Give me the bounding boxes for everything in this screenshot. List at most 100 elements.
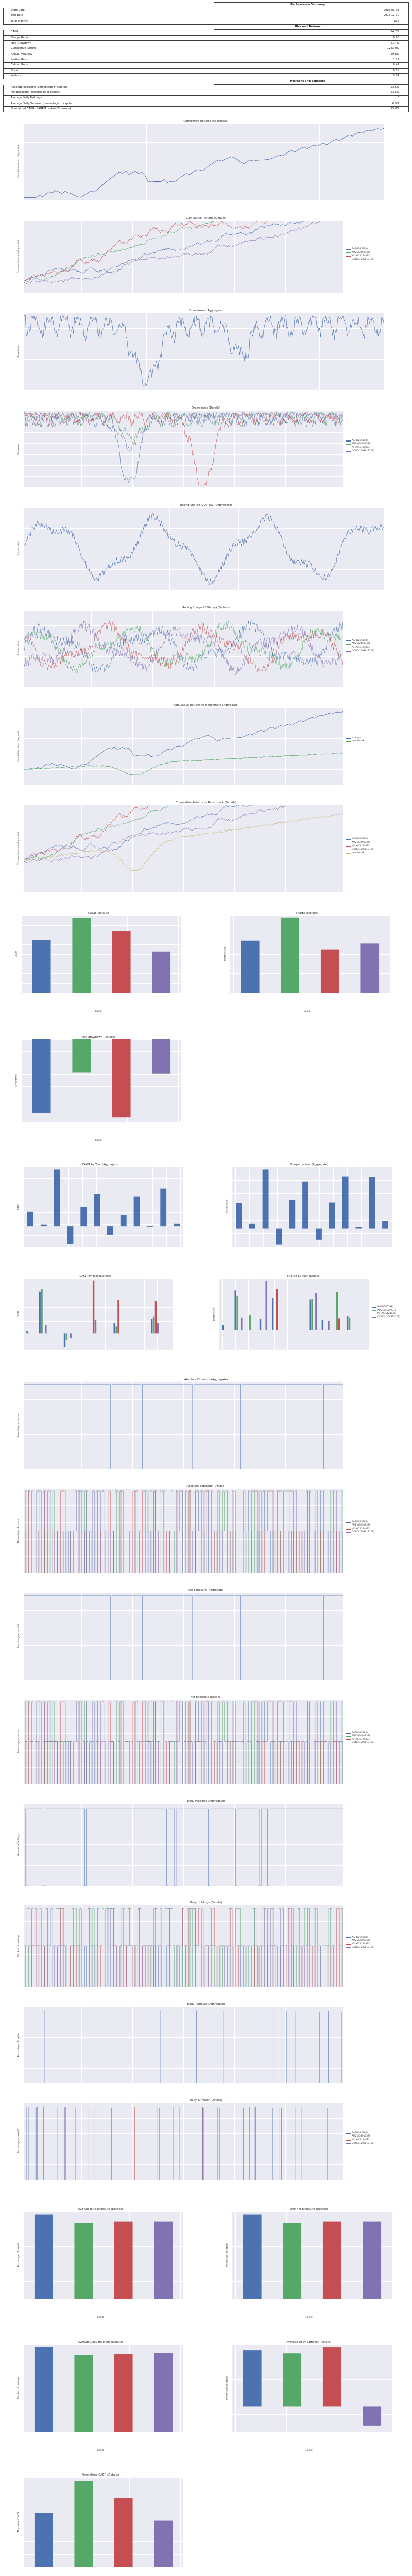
- legend-label: GOOGL(208813719): [352, 449, 374, 452]
- gridline-horizontal: [24, 2211, 183, 2212]
- bar: [281, 2107, 282, 2180]
- legend-item[interactable]: NFLX(15124833): [346, 1738, 374, 1742]
- legend-item[interactable]: benchmark: [346, 740, 364, 743]
- gridline-horizontal: [24, 1278, 173, 1279]
- legend-item[interactable]: AMZN(3691937): [346, 251, 374, 255]
- legend-label: GOOGL(208813719): [352, 258, 374, 261]
- gridline-horizontal: [24, 2554, 183, 2555]
- bar: [133, 1196, 140, 1226]
- section-positions-exposure: Positions and Exposure: [3, 78, 409, 85]
- table-row: Max Drawdown -51.7%: [3, 40, 409, 47]
- chart-avg-abs-exposure-det: Avg Absolute Exposure (Details)25%20%15%…: [10, 2208, 191, 2319]
- gridline-vertical: [81, 1488, 82, 1573]
- row-label: Kurtosis: [3, 73, 215, 79]
- legend-item[interactable]: benchmark: [346, 852, 374, 855]
- legend-item[interactable]: GOOGL(208813719): [346, 1946, 374, 1950]
- legend-item[interactable]: AAPL(265598): [346, 2132, 374, 2136]
- data-series-line: [24, 1908, 343, 1987]
- legend-item[interactable]: NFLX(15124833): [346, 646, 374, 650]
- gridline-horizontal: [232, 1180, 392, 1181]
- legend-item[interactable]: NFLX(15124833): [372, 1312, 400, 1316]
- bar: [283, 2353, 302, 2407]
- legend-item[interactable]: GOOGL(208813719): [346, 650, 374, 653]
- bar: [173, 2106, 174, 2180]
- gridline-vertical: [274, 1278, 275, 1350]
- legend-item[interactable]: AMZN(3691937): [346, 642, 374, 646]
- legend-item[interactable]: NFLX(15124833): [346, 1528, 374, 1531]
- bar: [322, 2347, 341, 2407]
- gridline-vertical: [183, 804, 184, 892]
- legend-item[interactable]: AAPL(265598): [346, 639, 374, 643]
- legend-swatch: [372, 1317, 376, 1318]
- gridline-vertical: [105, 1278, 106, 1350]
- plot-area: 1.00.80.60.40.20.02005200720092011201320…: [24, 1904, 343, 1987]
- legend-item[interactable]: GOOGL(208813719): [346, 2142, 374, 2146]
- bar: [80, 1206, 87, 1226]
- chart-row-maxdd-details: Max drawdown (Details)0%-5%-10%-15%-20%-…: [0, 1021, 412, 1150]
- legend-item[interactable]: AMZN(3691937): [346, 443, 374, 446]
- chart-title: Rolling Sharpe (200-day) (Details): [182, 606, 230, 609]
- gridline-horizontal: [22, 973, 181, 974]
- y-axis-label: Cumulative return (log scale): [17, 145, 20, 178]
- chart-canvas: [26, 1280, 159, 1347]
- bar: [222, 1324, 224, 1330]
- row-value: 137: [214, 18, 409, 25]
- gridline-vertical: [146, 123, 147, 200]
- gridline-vertical: [132, 220, 133, 293]
- legend-item[interactable]: AMZN(3691937): [346, 1939, 374, 1943]
- gridline-vertical: [81, 220, 82, 293]
- legend-item[interactable]: AAPL(265598): [346, 1732, 374, 1735]
- legend-item[interactable]: AAPL(265598): [346, 1521, 374, 1524]
- legend-item[interactable]: GOOGL(208813719): [346, 1531, 374, 1534]
- legend-item[interactable]: AAPL(265598): [346, 248, 374, 251]
- legend-item[interactable]: AMZN(3691937): [346, 841, 374, 845]
- legend-item[interactable]: NFLX(15124833): [346, 845, 374, 849]
- legend-item[interactable]: AAPL(265598): [346, 838, 374, 841]
- axis-spacer: [10, 200, 402, 208]
- legend-item[interactable]: AAPL(265598): [346, 439, 374, 443]
- gridline-vertical: [285, 707, 286, 785]
- legend-item[interactable]: GOOGL(208813719): [346, 258, 374, 262]
- legend-item[interactable]: GOOGL(208813719): [346, 450, 374, 453]
- legend-item[interactable]: NFLX(15124833): [346, 255, 374, 258]
- row-label: Annual Volatility: [3, 51, 215, 58]
- bar: [157, 1323, 159, 1334]
- legend-item[interactable]: AMZN(3691937): [346, 1735, 374, 1738]
- legend-item[interactable]: strategy: [346, 737, 364, 740]
- gridline-horizontal: [230, 954, 390, 955]
- row-label: Absolute Exposure (percentage of capital…: [3, 84, 215, 91]
- legend-item[interactable]: NFLX(15124833): [346, 1943, 374, 1946]
- legend-item[interactable]: NFLX(15124833): [346, 2139, 374, 2142]
- bar: [112, 1039, 131, 1118]
- axis-spacer: [10, 390, 402, 397]
- legend-item[interactable]: AAPL(265598): [372, 1306, 400, 1309]
- legend-swatch: [346, 1736, 351, 1737]
- bar: [249, 2107, 250, 2180]
- legend-item[interactable]: NFLX(15124833): [346, 446, 374, 450]
- chart-legend: strategy benchmark: [346, 737, 364, 743]
- legend-item[interactable]: GOOGL(208813719): [372, 1316, 400, 1319]
- data-series-line: [24, 1490, 343, 1573]
- bar: [134, 2107, 135, 2180]
- chart-title: Sharpe by Year (Details): [287, 1274, 321, 1278]
- bar: [112, 931, 131, 993]
- legend-item[interactable]: AMZN(3691937): [346, 1524, 374, 1528]
- bar: [92, 1280, 95, 1334]
- chart-row-by-year-details: CAGR by Year (Details)40%30%20%10%0%-10%…: [0, 1263, 412, 1367]
- data-series-line: [24, 412, 343, 452]
- legend-item[interactable]: GOOGL(208813719): [346, 1741, 374, 1745]
- gridline-vertical: [183, 1803, 184, 1886]
- legend-item[interactable]: AMZN(3691937): [372, 1309, 400, 1313]
- data-series-line: [24, 619, 343, 673]
- gridline-horizontal: [232, 2344, 392, 2345]
- legend-item[interactable]: AMZN(3691937): [346, 2135, 374, 2139]
- legend-item[interactable]: GOOGL(208813719): [346, 848, 374, 852]
- bar: [63, 1333, 66, 1347]
- chart-title: Average Daily Holdings (Details): [78, 2340, 123, 2344]
- gridline-vertical: [132, 1592, 133, 1680]
- legend-item[interactable]: AAPL(265598): [346, 1936, 374, 1940]
- bar: [174, 1223, 180, 1226]
- legend-label: GOOGL(208813719): [377, 1315, 400, 1318]
- axis-spacer: [10, 487, 402, 495]
- legend-swatch: [346, 640, 351, 641]
